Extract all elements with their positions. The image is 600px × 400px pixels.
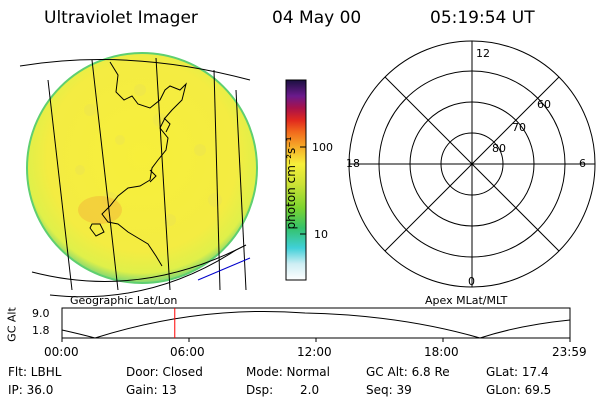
polar-grid bbox=[348, 40, 596, 288]
gain-info: Gain: 13 bbox=[126, 383, 177, 397]
polar-diagonal-2 bbox=[384, 76, 560, 252]
altitude-ytick-9: 9.0 bbox=[32, 307, 50, 320]
instrument-title: Ultraviolet Imager bbox=[44, 8, 198, 28]
filter-info: Flt: LBHL bbox=[8, 365, 62, 379]
colorbar-tick-label-10: 10 bbox=[314, 228, 328, 241]
left-panel-caption: Geographic Lat/Lon bbox=[70, 294, 178, 307]
limb-marker-line bbox=[197, 257, 251, 281]
polar-ring-label-70: 70 bbox=[512, 121, 526, 134]
mode-info: Mode: Normal bbox=[246, 365, 330, 379]
uv-image-disk bbox=[19, 52, 258, 298]
gc-alt-info: GC Alt: 6.8 Re bbox=[366, 365, 450, 379]
dsp-value: 2.0 bbox=[300, 383, 320, 397]
altitude-x-ticks bbox=[61, 338, 571, 342]
polar-ring-label-80: 80 bbox=[492, 142, 506, 155]
coastline-outline bbox=[89, 61, 187, 267]
polar-label-0: 0 bbox=[468, 275, 475, 288]
altitude-xtick-2359: 23:59 bbox=[552, 345, 587, 359]
polar-label-18: 18 bbox=[346, 157, 360, 170]
polar-ring-label-60: 60 bbox=[537, 98, 551, 111]
time-label: 05:19:54 UT bbox=[430, 8, 535, 28]
colorbar-tick-label-100: 100 bbox=[312, 141, 333, 154]
colorbar-label: photon cm⁻²s⁻¹ bbox=[284, 136, 298, 230]
right-panel-caption: Apex MLat/MLT bbox=[425, 294, 508, 307]
date-label: 04 May 00 bbox=[272, 8, 362, 28]
altitude-xtick-0600: 06:00 bbox=[170, 345, 205, 359]
polar-label-6: 6 bbox=[579, 157, 586, 170]
dsp-info: Dsp: bbox=[246, 383, 274, 397]
altitude-ytick-1-8: 1.8 bbox=[32, 324, 50, 337]
glon-info: GLon: 69.5 bbox=[486, 383, 552, 397]
altitude-curve bbox=[61, 310, 571, 339]
polar-label-12: 12 bbox=[476, 47, 490, 60]
latlon-grid bbox=[19, 57, 251, 298]
altitude-xtick-1800: 18:00 bbox=[424, 345, 459, 359]
altitude-plot bbox=[61, 307, 571, 342]
altitude-xtick-1200: 12:00 bbox=[297, 345, 332, 359]
color-bar bbox=[285, 79, 307, 281]
altitude-ylabel: GC Alt bbox=[5, 307, 19, 342]
altitude-xtick-0000: 00:00 bbox=[44, 345, 79, 359]
glat-info: GLat: 17.4 bbox=[486, 365, 549, 379]
door-info: Door: Closed bbox=[126, 365, 203, 379]
ip-info: IP: 36.0 bbox=[8, 383, 54, 397]
seq-info: Seq: 39 bbox=[366, 383, 412, 397]
